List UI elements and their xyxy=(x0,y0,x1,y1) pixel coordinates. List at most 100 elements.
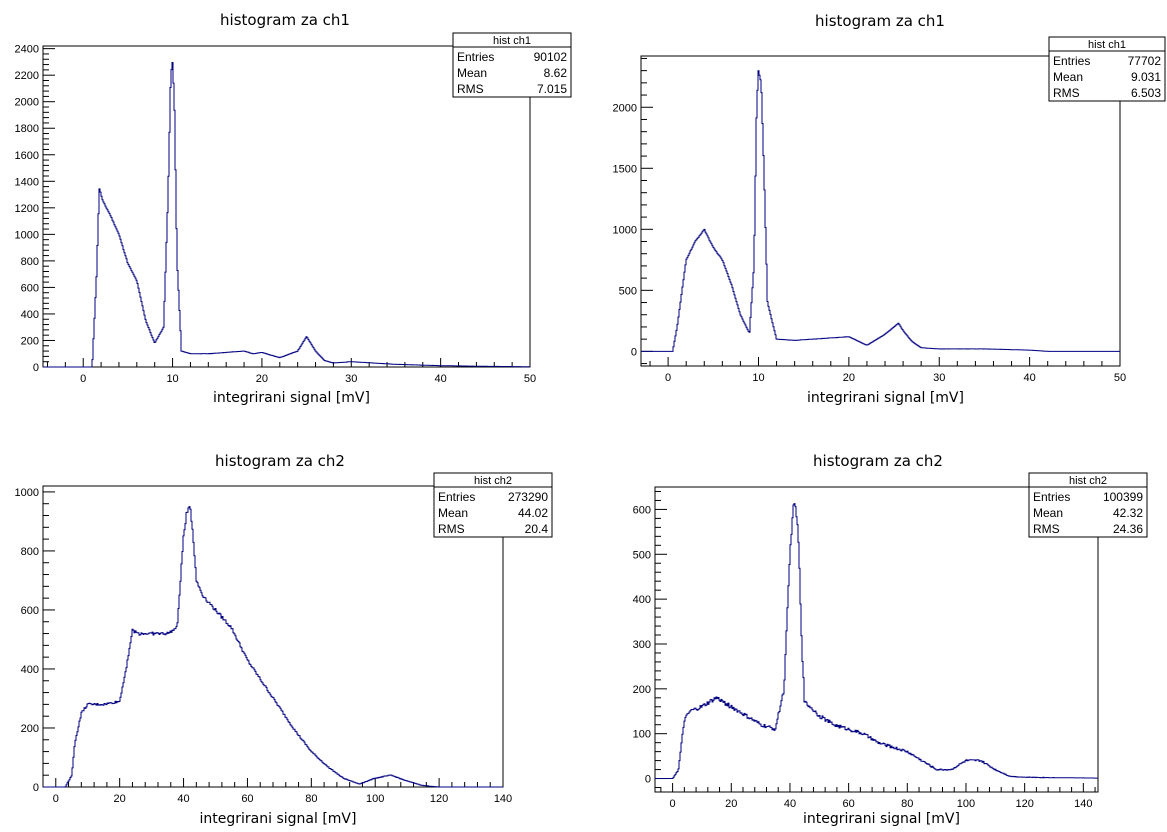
x-tick-label: 0 xyxy=(665,372,671,384)
x-tick-label: 10 xyxy=(166,373,178,385)
x-tick-label: 20 xyxy=(725,798,737,810)
y-tick-label: 0 xyxy=(33,362,39,374)
y-tick-label: 1200 xyxy=(15,203,39,215)
histogram-panel-ch2-left: histogram za ch2 integrirani signal [mV] 0… xyxy=(15,452,553,827)
y-tick-label: 400 xyxy=(633,594,651,606)
stats-label-entries: Entries xyxy=(1033,490,1070,504)
stats-label-rms: RMS xyxy=(1053,86,1080,100)
x-tick-label: 30 xyxy=(933,372,945,384)
x-tick-label: 60 xyxy=(241,793,253,805)
stats-value-mean: 44.02 xyxy=(518,506,548,520)
x-tick-label: 120 xyxy=(1015,798,1033,810)
y-tick-label: 200 xyxy=(633,684,651,696)
y-tick-label: 300 xyxy=(633,639,651,651)
y-tick-label: 1400 xyxy=(15,176,39,188)
stats-label-mean: Mean xyxy=(457,66,487,80)
y-tick-label: 0 xyxy=(33,782,39,794)
y-tick-label: 1800 xyxy=(15,123,39,135)
y-tick-label: 200 xyxy=(21,723,39,735)
x-tick-label: 0 xyxy=(80,373,86,385)
stats-box xyxy=(433,472,553,538)
stats-value-entries: 77702 xyxy=(1128,54,1162,68)
plot-frame xyxy=(42,45,531,368)
stats-name: hist ch2 xyxy=(1069,475,1107,487)
x-axis-label: integrirani signal [mV] xyxy=(213,390,370,406)
stats-value-rms: 6.503 xyxy=(1131,86,1161,100)
y-tick-label: 0 xyxy=(631,346,637,358)
x-tick-label: 40 xyxy=(784,798,796,810)
y-tick-label: 1500 xyxy=(613,163,637,175)
plot-frame xyxy=(654,486,1099,793)
x-tick-label: 120 xyxy=(430,793,448,805)
stats-label-mean: Mean xyxy=(1033,506,1063,520)
x-tick-label: 40 xyxy=(177,793,189,805)
x-tick-label: 30 xyxy=(345,373,357,385)
x-axis-label: integrirani signal [mV] xyxy=(200,811,357,827)
y-tick-label: 1000 xyxy=(15,487,39,499)
y-tick-label: 800 xyxy=(21,256,39,268)
x-tick-label: 100 xyxy=(366,793,384,805)
stats-name: hist ch1 xyxy=(1088,39,1126,51)
chart-title: histogram za ch1 xyxy=(220,11,350,29)
y-tick-label: 400 xyxy=(21,309,39,321)
stats-value-entries: 273290 xyxy=(508,490,548,504)
x-tick-label: 40 xyxy=(1023,372,1035,384)
x-tick-label: 0 xyxy=(53,793,59,805)
y-tick-label: 2000 xyxy=(613,102,637,114)
stats-value-mean: 42.32 xyxy=(1113,506,1143,520)
histogram-panel-ch2-right: histogram za ch2 integrirani signal [mV] 0… xyxy=(633,452,1148,827)
stats-value-mean: 8.62 xyxy=(544,66,568,80)
stats-label-mean: Mean xyxy=(438,506,468,520)
stats-value-entries: 100399 xyxy=(1103,490,1143,504)
stats-label-rms: RMS xyxy=(457,82,484,96)
y-tick-label: 1000 xyxy=(15,229,39,241)
stats-label-entries: Entries xyxy=(1053,54,1090,68)
x-tick-label: 0 xyxy=(670,798,676,810)
x-tick-label: 140 xyxy=(494,793,512,805)
stats-name: hist ch1 xyxy=(493,35,531,47)
x-tick-label: 10 xyxy=(752,372,764,384)
y-tick-label: 1600 xyxy=(15,150,39,162)
x-tick-label: 100 xyxy=(957,798,975,810)
stats-box xyxy=(1028,472,1148,538)
stats-label-rms: RMS xyxy=(1033,522,1060,536)
y-tick-label: 600 xyxy=(21,605,39,617)
x-tick-label: 20 xyxy=(114,793,126,805)
x-tick-label: 40 xyxy=(435,373,447,385)
stats-box xyxy=(452,32,572,98)
chart-title: histogram za ch2 xyxy=(215,452,345,470)
x-tick-label: 50 xyxy=(524,373,536,385)
x-tick-label: 80 xyxy=(305,793,317,805)
histogram-panel-ch1-right: histogram za ch1 integrirani signal [mV] 0… xyxy=(613,12,1166,406)
y-tick-label: 200 xyxy=(21,335,39,347)
x-tick-label: 60 xyxy=(843,798,855,810)
y-tick-label: 100 xyxy=(633,729,651,741)
stats-value-mean: 9.031 xyxy=(1131,70,1161,84)
x-tick-label: 20 xyxy=(843,372,855,384)
stats-label-entries: Entries xyxy=(438,490,475,504)
y-tick-label: 400 xyxy=(21,664,39,676)
stats-name: hist ch2 xyxy=(474,475,512,487)
stats-label-mean: Mean xyxy=(1053,70,1083,84)
chart-title: histogram za ch1 xyxy=(815,12,945,30)
histogram-panel-ch1-left: histogram za ch1 integrirani signal [mV] 0… xyxy=(15,11,572,406)
stats-label-rms: RMS xyxy=(438,522,465,536)
stats-box xyxy=(1048,36,1166,102)
x-tick-label: 80 xyxy=(901,798,913,810)
y-tick-label: 1000 xyxy=(613,224,637,236)
histogram-line xyxy=(655,503,1098,779)
y-tick-label: 600 xyxy=(21,282,39,294)
histogram-line xyxy=(43,506,503,788)
x-tick-label: 140 xyxy=(1074,798,1092,810)
x-axis-label: integrirani signal [mV] xyxy=(803,811,960,827)
y-tick-label: 800 xyxy=(21,546,39,558)
x-tick-label: 50 xyxy=(1114,372,1126,384)
stats-value-rms: 20.4 xyxy=(525,522,549,536)
histogram-line xyxy=(43,62,530,368)
stats-label-entries: Entries xyxy=(457,50,494,64)
x-axis-label: integrirani signal [mV] xyxy=(807,390,964,406)
y-tick-label: 0 xyxy=(645,774,651,786)
y-tick-label: 600 xyxy=(633,504,651,516)
histogram-line xyxy=(641,70,1120,352)
y-tick-label: 2400 xyxy=(15,44,39,56)
